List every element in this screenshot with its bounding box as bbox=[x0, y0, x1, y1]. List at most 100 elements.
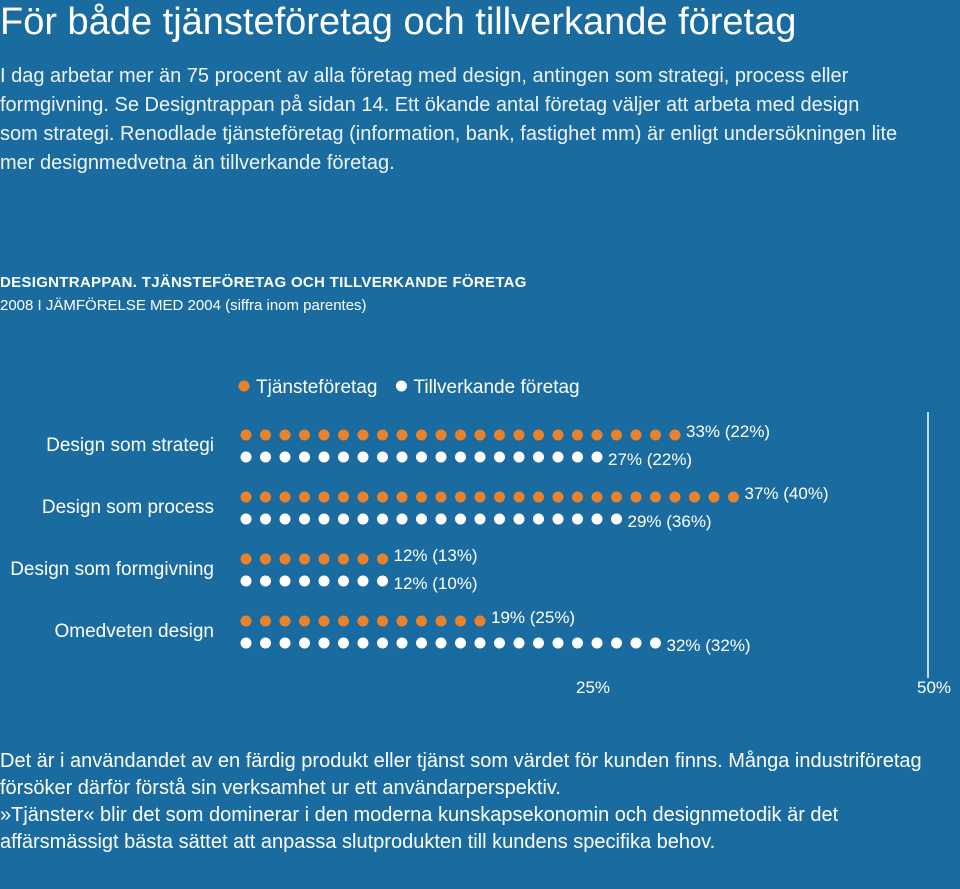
category-label: Omedveten design bbox=[55, 621, 215, 642]
dot-tjanste bbox=[494, 429, 505, 441]
category-label: Design som process bbox=[42, 497, 214, 518]
value-label: 12% (10%) bbox=[394, 574, 478, 593]
dot-tillverkande bbox=[279, 451, 291, 463]
dot-tjanste bbox=[435, 615, 447, 627]
dot-tillverkande bbox=[494, 513, 505, 525]
dot-tillverkande bbox=[513, 451, 525, 463]
dot-tjanste bbox=[357, 491, 369, 503]
dot-tjanste bbox=[299, 429, 310, 441]
dot-tjanste bbox=[240, 429, 252, 441]
dot-tillverkande bbox=[552, 513, 564, 525]
dot-tillverkande bbox=[396, 513, 408, 525]
dot-tillverkande bbox=[299, 575, 310, 587]
dot-tillverkande bbox=[474, 637, 486, 649]
dot-tillverkande bbox=[455, 637, 466, 649]
dot-tillverkande bbox=[318, 637, 330, 649]
dot-tillverkande bbox=[494, 637, 505, 649]
x-tick-label: 50% bbox=[917, 678, 951, 697]
dot-tjanste bbox=[591, 491, 603, 503]
value-label: 19% (25%) bbox=[491, 608, 575, 627]
dot-tillverkande bbox=[533, 637, 544, 649]
dot-tjanste bbox=[377, 491, 388, 503]
dot-tjanste bbox=[533, 491, 544, 503]
dot-tjanste bbox=[533, 429, 544, 441]
dot-tjanste bbox=[455, 615, 466, 627]
dot-tillverkande bbox=[572, 637, 583, 649]
dot-tillverkande bbox=[474, 513, 486, 525]
dot-tillverkande bbox=[377, 451, 388, 463]
dot-tillverkande bbox=[416, 637, 427, 649]
legend-marker-0 bbox=[238, 380, 250, 392]
dot-tillverkande bbox=[377, 513, 388, 525]
dot-tjanste bbox=[260, 491, 271, 503]
dot-tjanste bbox=[279, 491, 291, 503]
dot-tillverkande bbox=[240, 451, 252, 463]
dot-tjanste bbox=[240, 615, 252, 627]
dot-tjanste bbox=[396, 429, 408, 441]
dot-tjanste bbox=[357, 553, 369, 565]
dot-tillverkande bbox=[299, 637, 310, 649]
category-label: Design som strategi bbox=[46, 435, 214, 456]
dot-tjanste bbox=[572, 491, 583, 503]
dot-tjanste bbox=[318, 553, 330, 565]
dot-tjanste bbox=[650, 429, 661, 441]
dot-tjanste bbox=[299, 491, 310, 503]
dot-tjanste bbox=[669, 429, 681, 441]
category-label: Design som formgivning bbox=[10, 559, 214, 580]
dot-tjanste bbox=[416, 429, 427, 441]
dot-tjanste bbox=[474, 615, 486, 627]
dot-tillverkande bbox=[533, 513, 544, 525]
dot-tillverkande bbox=[474, 451, 486, 463]
dot-tillverkande bbox=[416, 451, 427, 463]
chart-subtitle: 2008 I JÄMFÖRELSE MED 2004 (siffra inom … bbox=[0, 297, 367, 314]
dot-tjanste bbox=[669, 491, 681, 503]
dot-tjanste bbox=[591, 429, 603, 441]
footer-paragraph-1: Det är i användandet av en färdig produk… bbox=[0, 750, 922, 799]
dot-tillverkande bbox=[357, 451, 369, 463]
dot-tillverkande bbox=[318, 451, 330, 463]
dot-tillverkande bbox=[260, 637, 271, 649]
dot-tillverkande bbox=[279, 513, 291, 525]
dot-tjanste bbox=[435, 429, 447, 441]
dot-tillverkande bbox=[240, 575, 252, 587]
value-label: 29% (36%) bbox=[628, 512, 712, 531]
dot-tillverkande bbox=[455, 451, 466, 463]
dot-tillverkande bbox=[435, 451, 447, 463]
dot-tillverkande bbox=[279, 575, 291, 587]
dot-tillverkande bbox=[572, 513, 583, 525]
dot-tillverkande bbox=[435, 513, 447, 525]
value-label: 12% (13%) bbox=[394, 546, 478, 565]
dot-tillverkande bbox=[260, 575, 271, 587]
dot-tjanste bbox=[396, 491, 408, 503]
dot-tjanste bbox=[455, 429, 466, 441]
dot-tillverkande bbox=[338, 637, 349, 649]
dot-tillverkande bbox=[455, 513, 466, 525]
dot-tjanste bbox=[650, 491, 661, 503]
footer-text: Det är i användandet av en färdig produk… bbox=[0, 748, 940, 856]
dot-tjanste bbox=[357, 615, 369, 627]
dot-tillverkande bbox=[338, 451, 349, 463]
dot-tjanste bbox=[377, 615, 388, 627]
dot-tillverkande bbox=[240, 637, 252, 649]
dot-tjanste bbox=[299, 615, 310, 627]
dot-tjanste bbox=[279, 615, 291, 627]
dot-tjanste bbox=[318, 615, 330, 627]
dot-tillverkande bbox=[630, 637, 642, 649]
dot-tjanste bbox=[455, 491, 466, 503]
dot-tjanste bbox=[318, 429, 330, 441]
dot-tillverkande bbox=[279, 637, 291, 649]
dot-tjanste bbox=[357, 429, 369, 441]
dot-tillverkande bbox=[591, 637, 603, 649]
dot-tjanste bbox=[513, 429, 525, 441]
dot-tjanste bbox=[240, 553, 252, 565]
dot-tjanste bbox=[377, 429, 388, 441]
dot-tjanste bbox=[494, 491, 505, 503]
dot-tillverkande bbox=[650, 637, 661, 649]
dot-tillverkande bbox=[572, 451, 583, 463]
dot-tjanste bbox=[728, 491, 739, 503]
dot-tillverkande bbox=[357, 513, 369, 525]
dot-tjanste bbox=[689, 491, 700, 503]
dot-tillverkande bbox=[611, 637, 622, 649]
intro-text: I dag arbetar mer än 75 procent av alla … bbox=[0, 65, 898, 174]
value-label: 32% (32%) bbox=[667, 636, 751, 655]
